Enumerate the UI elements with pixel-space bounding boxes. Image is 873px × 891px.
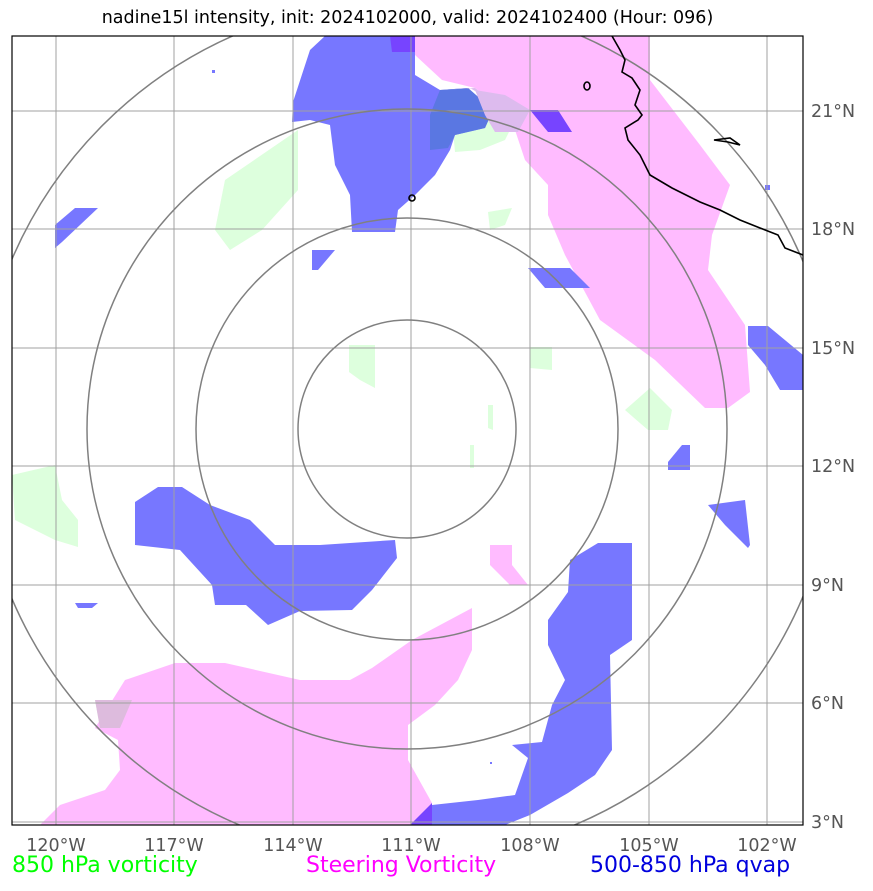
lat-label: 21°N (811, 102, 855, 122)
lon-label: 117°W (144, 836, 203, 856)
lat-label: 3°N (811, 813, 844, 833)
lon-label: 102°W (737, 836, 796, 856)
range-rings (12, 36, 803, 825)
map-frame (11, 35, 804, 826)
steering-vorticity-areas (40, 36, 750, 825)
coastline (408, 36, 803, 256)
lon-label: 114°W (263, 836, 322, 856)
lon-label: 108°W (500, 836, 559, 856)
latitude-labels: 21°N 18°N 15°N 12°N 9°N 6°N 3°N (811, 102, 855, 833)
legend-steering-vorticity: Steering Vorticity (306, 853, 497, 878)
overlap-areas (95, 36, 572, 825)
legend-vorticity-850: 850 hPa vorticity (12, 853, 198, 878)
lat-label: 6°N (811, 694, 844, 714)
qvap-areas (55, 36, 803, 825)
lat-label: 12°N (811, 457, 855, 477)
lon-label: 120°W (26, 836, 85, 856)
longitude-labels: 120°W 117°W 114°W 111°W 108°W 105°W 102°… (26, 836, 796, 856)
lon-label: 111°W (381, 836, 440, 856)
lat-label: 18°N (811, 220, 855, 240)
lat-label: 9°N (811, 576, 844, 596)
legend-qvap: 500-850 hPa qvap (590, 853, 791, 878)
map-title: nadine15l intensity, init: 2024102000, v… (101, 8, 714, 28)
graticule (12, 36, 803, 825)
lon-label: 105°W (619, 836, 678, 856)
lat-label: 15°N (811, 339, 855, 359)
